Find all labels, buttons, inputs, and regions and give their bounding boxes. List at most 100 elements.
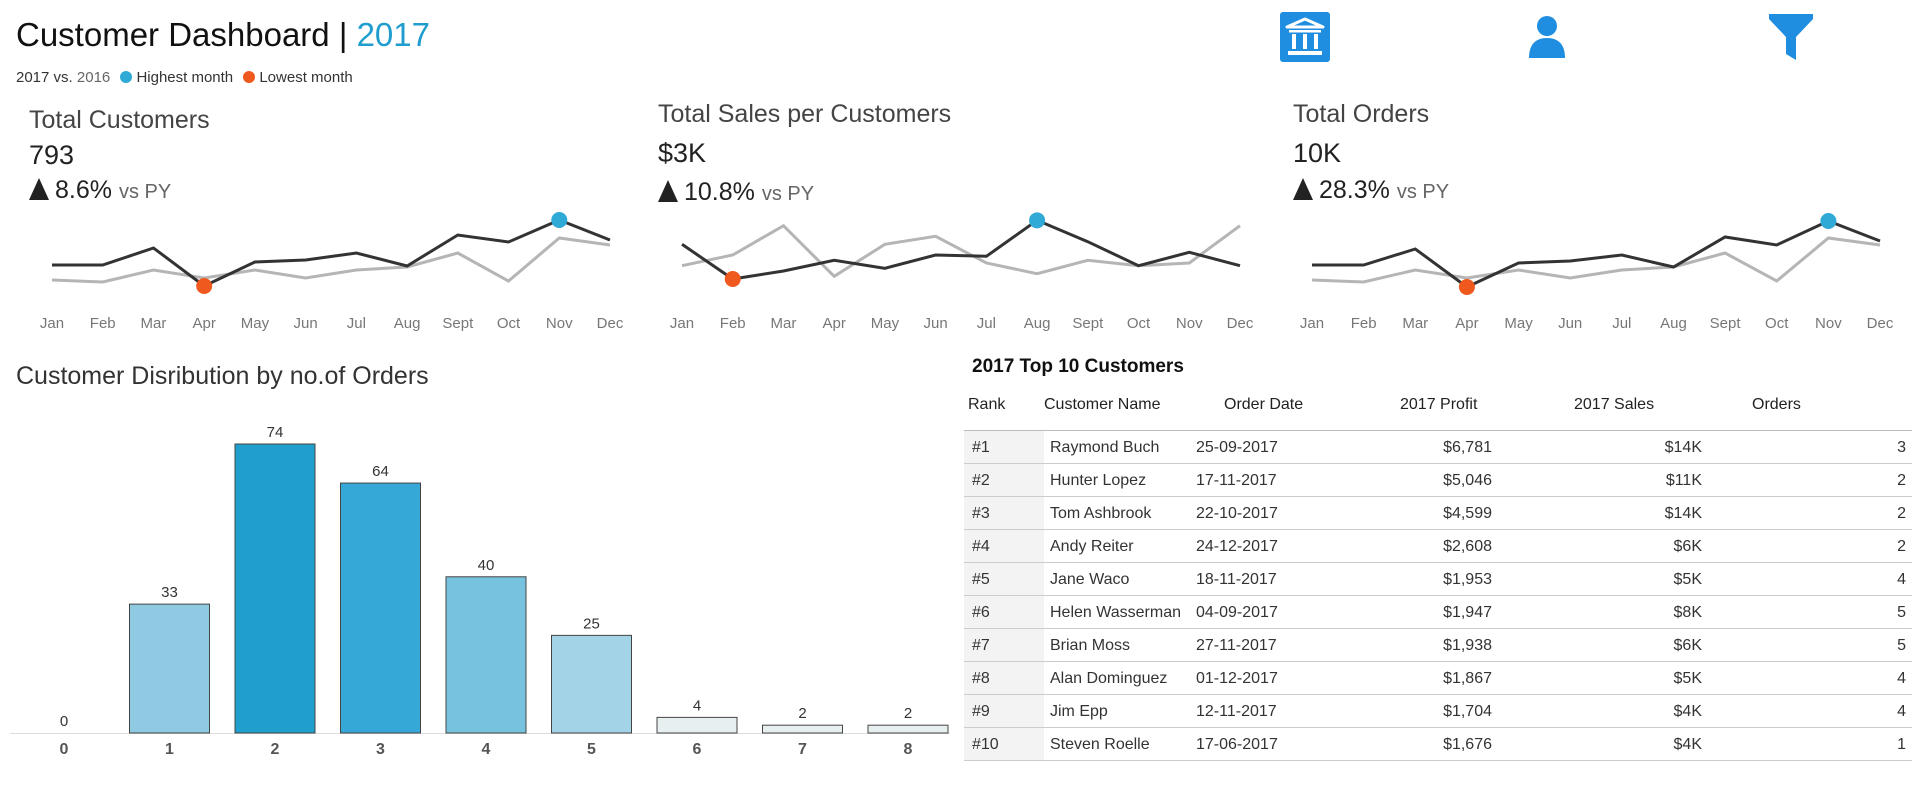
bank-icon[interactable] [1278,10,1332,64]
table-row[interactable]: #2 Hunter Lopez 17-11-2017 $5,046 $11K 2 [964,464,1912,497]
highest-month-marker[interactable] [1820,213,1837,229]
month-label: Jul [1612,315,1631,332]
month-label: Feb [1351,315,1377,332]
x-tick-label: 7 [798,741,807,758]
sparkline-sales: Jan Feb Mar Apr May Jun Jul Aug Sept Oct Nov Dec [670,212,1254,332]
month-label: Dec [1227,315,1254,332]
table-row[interactable]: #3 Tom Ashbrook 22-10-2017 $4,599 $14K 2 [964,497,1912,530]
table-row[interactable]: #5 Jane Waco 18-11-2017 $1,953 $5K 4 [964,563,1912,596]
bar[interactable] [340,482,421,734]
month-label: May [241,315,270,332]
kpi-delta-value: 28.3% [1319,176,1390,204]
lowest-month-marker[interactable] [1458,279,1475,295]
title-text: Customer Dashboard [16,16,330,53]
x-tick-label: 2 [271,741,280,758]
table-row[interactable]: #1 Raymond Buch 25-09-2017 $6,781 $14K 3 [964,431,1912,464]
cell-orders: 5 [1897,604,1906,621]
kpi-delta-vs: vs PY [1396,181,1450,203]
bar[interactable] [867,724,949,734]
header-rank[interactable]: Rank [968,396,1006,413]
cell-sales: $14K [1664,439,1702,456]
table-row[interactable]: #6 Helen Wasserman 04-09-2017 $1,947 $8K 5 [964,596,1912,629]
bar[interactable] [762,724,843,734]
cell-sales: $8K [1673,604,1702,621]
table-row[interactable]: #8 Alan Dominguez 01-12-2017 $1,867 $5K 4 [964,662,1912,695]
cell-rank: #3 [972,505,990,522]
filter-icon[interactable] [1764,10,1818,64]
cell-sales: $11K [1665,472,1702,489]
sparkline-previous-year [51,236,611,284]
cell-order-date: 18-11-2017 [1196,571,1277,588]
cell-orders: 4 [1897,571,1906,588]
table-row[interactable]: #10 Steven Roelle 17-06-2017 $1,676 $4K 1 [964,728,1912,761]
month-label: Jan [40,315,64,332]
cell-sales: $14K [1664,505,1702,522]
month-label: Nov [1815,315,1842,332]
lowest-month-marker[interactable] [196,278,213,294]
up-triangle-icon [658,180,678,202]
cell-orders: 2 [1897,538,1906,555]
header-sales[interactable]: 2017 Sales [1574,396,1655,413]
legend-high: Highest month [136,69,234,86]
header-profit[interactable]: 2017 Profit [1400,396,1478,413]
kpi-delta-vs: vs PY [118,181,172,203]
cell-rank: #1 [972,439,990,456]
kpi-title-customers: Total Customers [29,106,210,134]
highest-dot-icon [120,71,133,83]
header-customer-name[interactable]: Customer Name [1044,396,1161,413]
up-triangle-icon [1293,178,1313,200]
month-label: Feb [90,315,116,332]
month-label: Sept [442,315,474,332]
sparkline-current-year [681,218,1241,281]
table-row[interactable]: #7 Brian Moss 27-11-2017 $1,938 $6K 5 [964,629,1912,662]
legend-compare: 2017 vs. [16,69,73,86]
legend-prev-year: 2016 [76,69,111,86]
bar[interactable] [234,443,316,734]
table-row[interactable]: #4 Andy Reiter 24-12-2017 $2,608 $6K 2 [964,530,1912,563]
bar[interactable] [129,603,210,734]
cell-customer-name: Raymond Buch [1050,439,1160,456]
lowest-month-marker[interactable] [724,271,741,287]
x-tick-label: 8 [904,741,913,758]
month-label: Apr [823,315,846,332]
header-orders[interactable]: Orders [1752,396,1801,413]
table-row[interactable]: #9 Jim Epp 12-11-2017 $1,704 $4K 4 [964,695,1912,728]
cell-orders: 2 [1897,472,1906,489]
month-label: Mar [771,315,797,332]
cell-rank: #9 [972,703,990,720]
sparkline-previous-year [681,223,1241,279]
legend: 2017 vs. 2016 Highest month Lowest month [16,69,353,86]
bar-value-label: 25 [583,615,600,632]
highest-month-marker[interactable] [1029,212,1046,229]
cell-customer-name: Jane Waco [1050,571,1130,588]
highest-month-marker[interactable] [551,212,568,228]
bar[interactable] [656,716,738,734]
user-icon[interactable] [1520,10,1574,64]
cell-order-date: 24-12-2017 [1196,538,1278,555]
cell-customer-name: Steven Roelle [1050,736,1150,753]
cell-order-date: 01-12-2017 [1196,670,1278,687]
kpi-delta-vs: vs PY [761,183,815,205]
cell-profit: $1,938 [1443,637,1492,654]
cell-customer-name: Hunter Lopez [1050,472,1147,489]
title-separator: | [338,16,348,53]
cell-orders: 4 [1897,703,1906,720]
month-label: Aug [1024,315,1051,332]
month-label: Jul [977,315,996,332]
month-label: Nov [546,315,573,332]
month-label: Mar [141,315,167,332]
bar[interactable] [445,576,527,734]
cell-profit: $1,867 [1443,670,1492,687]
kpi-delta-value: 8.6% [55,176,112,204]
table-header: Rank Customer Name Order Date 2017 Profi… [964,390,1912,431]
header-order-date[interactable]: Order Date [1224,396,1304,413]
bar-value-label: 2 [904,705,912,722]
bar[interactable] [551,634,632,734]
distribution-bar-chart: 0 0 33 1 74 2 64 3 40 4 25 5 4 6 2 7 2 8 [10,424,950,758]
cell-rank: #6 [972,604,990,621]
cell-rank: #8 [972,670,990,687]
bar-value-label: 64 [372,463,389,480]
cell-sales: $6K [1673,637,1702,654]
x-tick-label: 6 [693,741,702,758]
month-label: Jun [924,315,948,332]
